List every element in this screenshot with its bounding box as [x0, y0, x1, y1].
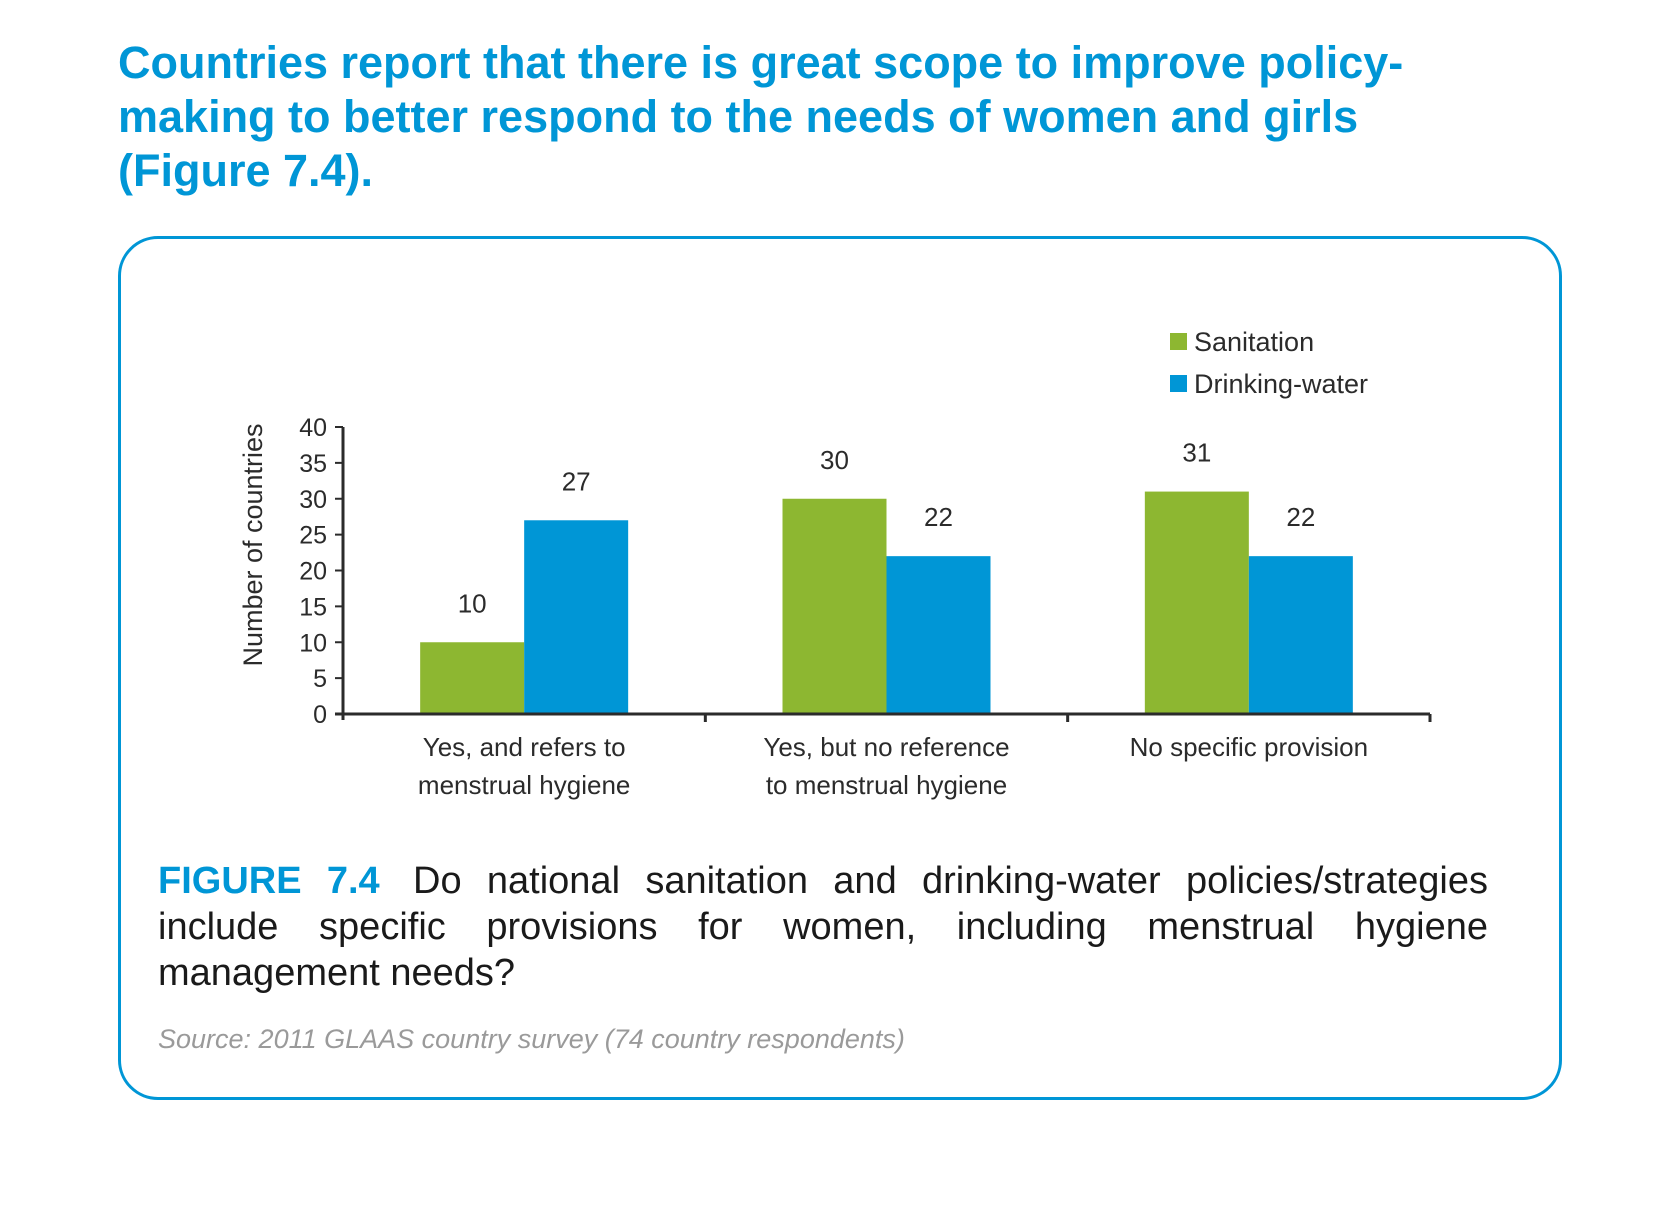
chart-legend: Sanitation Drinking-water: [1170, 327, 1368, 399]
y-tick-label: 30: [299, 486, 327, 514]
data-label-sanitation: 30: [820, 445, 849, 475]
figure-caption-text: Do national sanitation and drinking-wate…: [158, 860, 1488, 994]
bar-drinking-water: [524, 520, 629, 714]
legend-label: Drinking-water: [1194, 369, 1368, 399]
y-tick-label: 15: [299, 593, 327, 621]
x-category-label-line: Yes, and refers to: [423, 732, 626, 762]
legend-label: Sanitation: [1194, 327, 1314, 357]
bar-sanitation: [1144, 491, 1249, 714]
x-category-label: Yes, and refers to menstrual hygiene: [418, 732, 630, 800]
page-headline: Countries report that there is great sco…: [118, 36, 1538, 198]
y-axis-title: Number of countries: [238, 423, 268, 666]
y-tick-label: 10: [299, 629, 327, 657]
x-category-label-line: to menstrual hygiene: [766, 770, 1007, 800]
figure-caption: FIGURE 7.4 Do national sanitation and dr…: [158, 858, 1488, 996]
x-category-label-line: Yes, but no reference: [763, 732, 1009, 762]
legend-swatch: [1170, 375, 1187, 392]
legend-swatch: [1170, 333, 1187, 350]
bar-sanitation: [782, 498, 887, 714]
x-axis: Yes, and refers to menstrual hygieneYes, …: [335, 712, 1432, 800]
bars-group: [420, 491, 1353, 714]
bar-drinking-water: [886, 556, 991, 714]
x-category-label: Yes, but no reference to menstrual hygien…: [763, 732, 1009, 800]
data-labels-group: 10 27 30 22 31 22: [458, 438, 1316, 619]
y-tick-label: 20: [299, 558, 327, 586]
y-tick-label: 25: [299, 522, 327, 550]
x-category-label-line: menstrual hygiene: [418, 770, 630, 800]
bar-drinking-water: [1248, 556, 1353, 714]
bar-sanitation: [420, 642, 525, 714]
headline-line-1: Countries report that there is great sco…: [118, 37, 1404, 88]
data-label-drinking-water: 22: [924, 502, 953, 532]
x-category-label: No specific provision: [1130, 732, 1368, 762]
data-label-sanitation: 31: [1182, 438, 1211, 468]
y-axis: 0 5 10 15 20 25 30 35 40: [299, 414, 345, 729]
data-label-drinking-water: 22: [1286, 502, 1315, 532]
figure-source: Source: 2011 GLAAS country survey (74 co…: [158, 1024, 905, 1054]
x-category-label-line: No specific provision: [1130, 732, 1368, 762]
data-label-sanitation: 10: [458, 588, 487, 618]
y-tick-label: 40: [299, 414, 327, 442]
headline-line-3: (Figure 7.4).: [118, 145, 374, 196]
headline-line-2: making to better respond to the needs of…: [118, 91, 1359, 142]
y-tick-label: 35: [299, 450, 327, 478]
figure-label: FIGURE 7.4: [158, 860, 380, 902]
data-label-drinking-water: 27: [562, 466, 591, 496]
y-tick-label: 5: [313, 665, 327, 693]
y-tick-label: 0: [313, 701, 327, 729]
